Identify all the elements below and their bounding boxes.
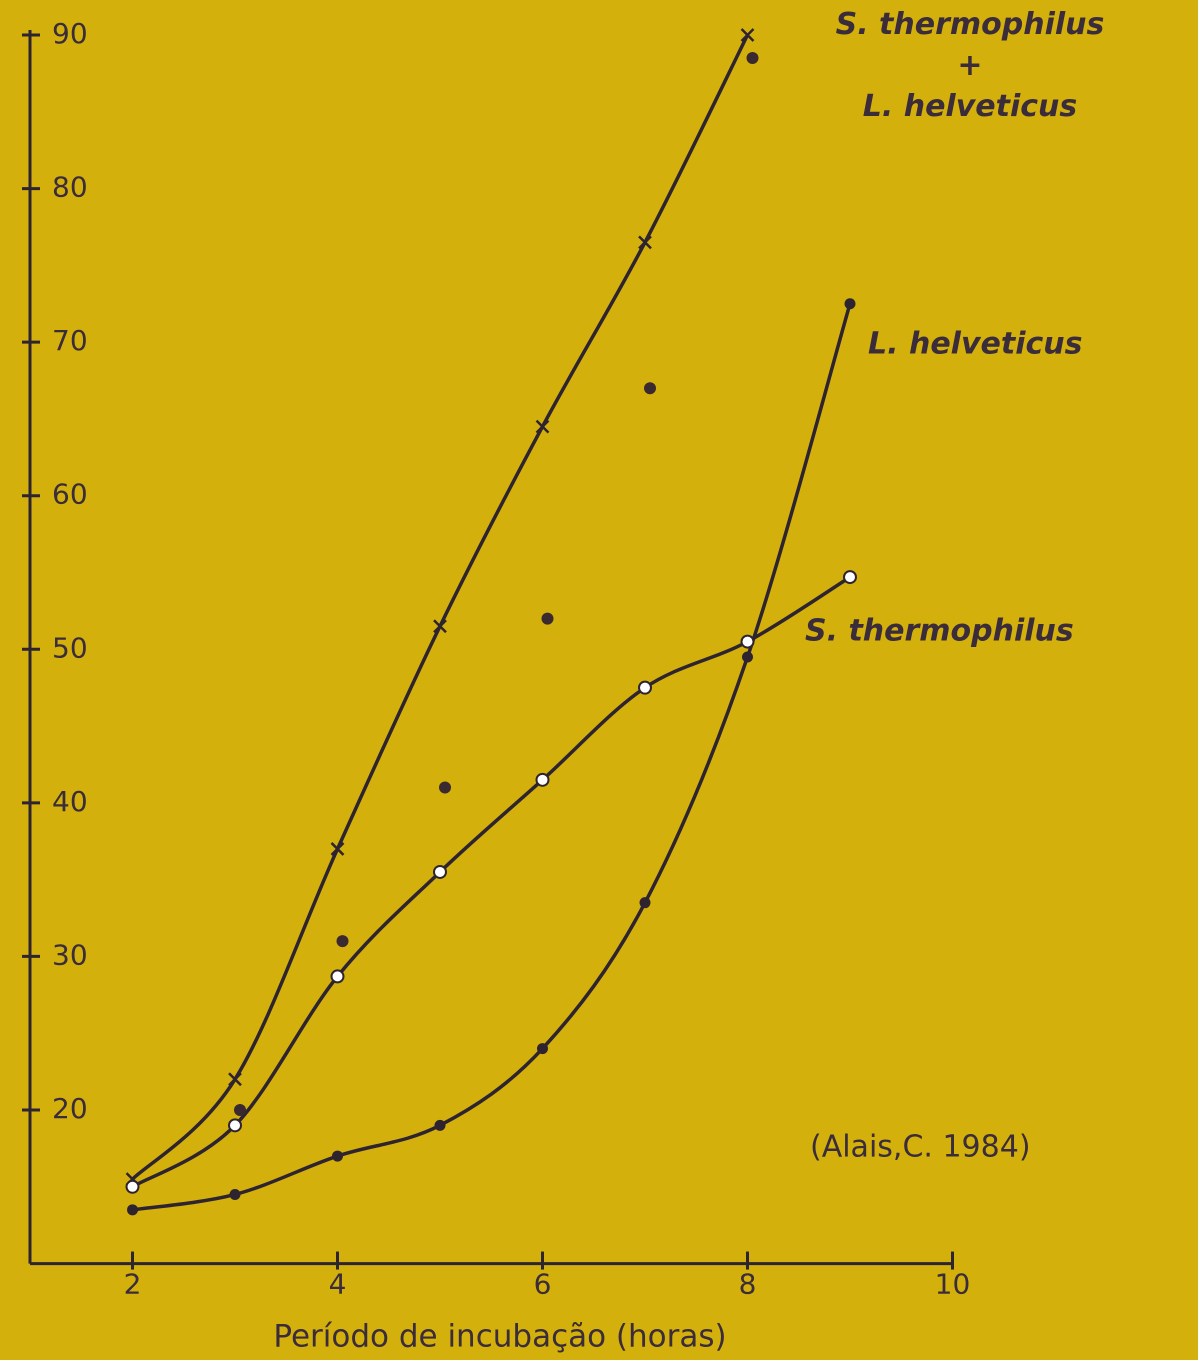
point [434,1119,446,1131]
point [433,619,447,634]
legend-line: L. helveticus [863,89,1077,124]
series-line [132,303,852,1212]
legend-label: S. thermophilus + L. helveticus [836,7,1105,124]
point [228,1118,242,1133]
y-tick-label: 60 [52,478,88,511]
legend-line: S. thermophilus [836,7,1105,42]
point [535,419,550,434]
point [740,28,755,42]
point [229,1188,241,1200]
point [228,1072,242,1087]
y-tick-label: 20 [52,1092,88,1125]
point [537,1043,548,1055]
point [535,772,550,787]
x-tick-label: 4 [329,1268,347,1301]
extra-point [336,935,349,948]
point [742,651,753,663]
point [638,235,652,250]
point [330,969,345,984]
y-tick-label: 90 [52,17,88,50]
y-tick-label: 50 [52,631,88,664]
extra-point [644,382,656,395]
extra-point [234,1104,246,1116]
extra-point [541,612,554,625]
series-line [131,575,851,1189]
x-tick-label: 2 [124,1268,142,1301]
point [740,634,755,649]
point [127,1204,138,1216]
point [843,570,857,585]
point [332,1150,343,1162]
point [638,680,652,695]
annotation: (Alais,C. 1984) [810,1130,1031,1165]
y-tick-label: 70 [52,324,88,357]
point [330,842,345,856]
extra-point [439,781,451,794]
x-tick-label: 8 [739,1268,757,1301]
x-tick-label: 10 [935,1268,971,1301]
legend-label: S. thermophilus [805,614,1074,649]
y-tick-label: 80 [52,171,88,204]
point [433,864,447,879]
legend-line: + [957,48,982,83]
y-tick-label: 40 [52,785,88,818]
point [639,897,651,909]
legend-label: L. helveticus [868,327,1082,362]
x-axis-label: Período de incubação (horas) [273,1319,726,1355]
extra-point [746,52,759,65]
point [844,298,856,310]
point [125,1179,140,1194]
x-tick-label: 6 [534,1268,552,1301]
y-tick-label: 30 [52,938,88,971]
